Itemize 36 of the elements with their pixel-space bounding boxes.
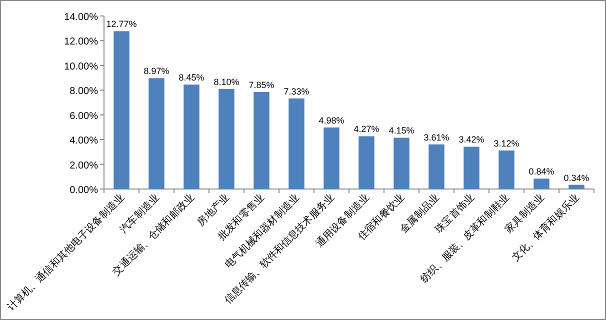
data-label: 4.27% — [354, 124, 380, 134]
y-tick-label: 14.00% — [64, 12, 98, 23]
y-tick-label: 8.00% — [70, 86, 98, 98]
bar — [324, 127, 340, 189]
y-tick-label: 12.00% — [64, 36, 98, 48]
bar — [394, 138, 410, 189]
bar — [254, 92, 270, 189]
bar — [534, 178, 550, 189]
data-label: 12.77% — [106, 19, 137, 30]
bar — [358, 136, 374, 189]
data-label: 4.98% — [318, 115, 344, 126]
y-tick-label: 2.00% — [70, 160, 98, 172]
bar — [568, 184, 584, 189]
data-label: 8.10% — [214, 76, 240, 87]
data-label: 7.33% — [284, 86, 310, 96]
data-label: 3.12% — [494, 138, 520, 148]
data-label: 8.97% — [144, 66, 170, 76]
y-tick-label: 10.00% — [64, 61, 98, 72]
data-label: 4.15% — [388, 126, 414, 136]
data-label: 3.42% — [458, 134, 484, 145]
bar — [184, 84, 200, 189]
bar — [498, 150, 514, 189]
data-label: 0.84% — [528, 166, 554, 177]
bar — [218, 88, 234, 189]
bar — [464, 146, 480, 189]
y-tick-label: 6.00% — [70, 110, 98, 122]
bar — [114, 31, 130, 189]
bar — [148, 78, 164, 189]
y-tick-label: 0.00% — [70, 185, 98, 196]
data-label: 7.85% — [248, 80, 274, 90]
bar — [288, 98, 304, 189]
y-tick-label: 4.00% — [70, 136, 98, 147]
data-label: 3.61% — [424, 132, 450, 142]
data-label: 0.34% — [564, 172, 590, 183]
bar — [428, 144, 444, 189]
data-label: 8.45% — [178, 72, 204, 83]
